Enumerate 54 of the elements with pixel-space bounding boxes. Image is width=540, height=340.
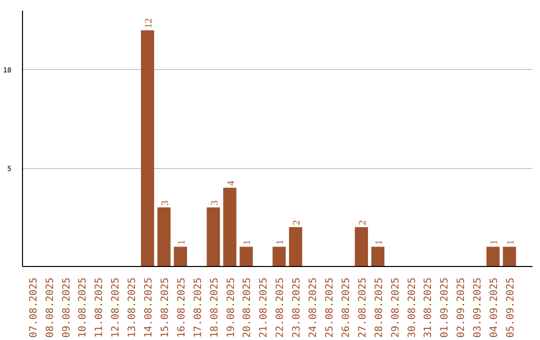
bar	[272, 246, 286, 266]
x-tick-label: 24.08.2025	[308, 277, 320, 338]
x-tick-label: 17.08.2025	[192, 277, 204, 338]
x-tick-label: 05.09.2025	[505, 277, 516, 338]
x-tick-label: 29.08.2025	[390, 277, 402, 338]
x-tick-label: 14.08.2025	[144, 277, 155, 338]
data-label: 1	[374, 240, 385, 245]
x-tick-label: 22.08.2025	[275, 277, 286, 338]
bar	[289, 227, 302, 266]
x-tick-label: 30.08.2025	[406, 277, 418, 338]
data-label: 3	[209, 200, 220, 206]
data-label: 12	[144, 18, 155, 28]
x-tick-label: 11.08.2025	[94, 277, 106, 338]
x-tick-label: 10.08.2025	[78, 277, 89, 338]
bar	[174, 246, 188, 266]
bar	[157, 207, 171, 266]
x-tick-label: 21.08.2025	[258, 277, 270, 338]
x-tick-label: 28.08.2025	[374, 277, 385, 338]
x-tick-label: 12.08.2025	[110, 277, 122, 338]
data-label: 1	[176, 240, 188, 245]
data-label: 1	[275, 240, 286, 245]
x-tick-label: 03.09.2025	[472, 277, 484, 338]
x-tick-label: 18.08.2025	[209, 277, 220, 338]
data-label: 1	[242, 240, 254, 245]
data-label: 3	[160, 200, 171, 206]
data-label: 1	[489, 240, 500, 245]
x-tick-label: 20.08.2025	[242, 277, 254, 338]
x-tick-label: 16.08.2025	[176, 277, 188, 338]
x-tick-label: 13.08.2025	[127, 277, 138, 338]
x-tick-label: 04.09.2025	[489, 277, 500, 338]
x-tick-label: 02.09.2025	[456, 277, 468, 338]
x-tick-label: 09.08.2025	[61, 277, 72, 338]
bar	[206, 207, 220, 266]
x-tick-label: 26.08.2025	[340, 277, 352, 338]
bar	[502, 246, 516, 266]
data-label: 4	[226, 180, 237, 186]
x-tick-label: 01.09.2025	[440, 277, 451, 338]
bar	[354, 227, 368, 266]
bar	[240, 246, 253, 266]
data-label: 2	[292, 220, 303, 226]
bar	[223, 188, 236, 266]
data-label: 2	[357, 220, 368, 226]
bar	[140, 30, 154, 266]
x-tick-label: 27.08.2025	[357, 277, 368, 338]
bar	[371, 246, 384, 266]
x-tick-label: 15.08.2025	[160, 277, 171, 338]
x-tick-label: 08.08.2025	[44, 277, 56, 338]
x-tick-label: 23.08.2025	[292, 277, 303, 338]
x-tick-label: 07.08.2025	[28, 277, 40, 338]
data-label: 1	[505, 240, 516, 245]
bar	[486, 246, 500, 266]
x-tick-label: 19.08.2025	[226, 277, 237, 338]
x-tick-label: 31.08.2025	[423, 277, 434, 338]
x-tick-label: 25.08.2025	[324, 277, 336, 338]
